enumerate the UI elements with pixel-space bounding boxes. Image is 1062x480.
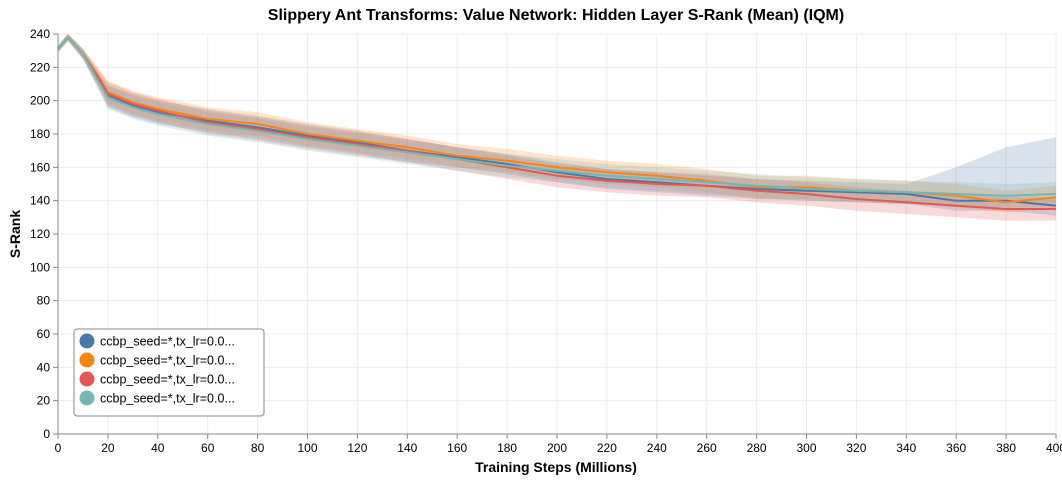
x-tick-label: 280 <box>747 441 767 455</box>
axes: 0 20 40 60 80 100 120 140 160 180 200 220 240 0 20 40 60… <box>30 27 1062 455</box>
y-tick-label: 0 <box>43 427 50 441</box>
legend-label-3: ccbp_seed=*,tx_lr=0.0... <box>100 373 235 387</box>
x-tick-label: 360 <box>946 441 966 455</box>
legend-box <box>73 328 265 417</box>
x-tick-label: 200 <box>547 441 567 455</box>
x-tick-label: 300 <box>796 441 816 455</box>
series-lines <box>57 36 1057 210</box>
x-tick-label: 320 <box>846 441 866 455</box>
y-tick-label: 160 <box>30 160 50 174</box>
y-tick-label: 140 <box>30 194 50 208</box>
y-tick-label: 80 <box>37 294 51 308</box>
x-tick-label: 60 <box>201 441 215 455</box>
chart-title: Slippery Ant Transforms: Value Network: … <box>268 7 844 24</box>
legend-swatch-4 <box>79 390 95 406</box>
x-tick-label: 20 <box>101 441 115 455</box>
y-tick-label: 240 <box>30 27 50 41</box>
x-axis-title: Training Steps (Millions) <box>475 459 637 475</box>
legend-label-2: ccbp_seed=*,tx_lr=0.0... <box>100 354 235 368</box>
x-tick-label: 120 <box>347 441 367 455</box>
y-tick-label: 220 <box>30 60 50 74</box>
y-tick-label: 120 <box>30 227 50 241</box>
x-tick-label: 220 <box>597 441 617 455</box>
x-tick-label: 340 <box>896 441 916 455</box>
x-tick-label: 380 <box>996 441 1016 455</box>
x-tick-label: 40 <box>151 441 165 455</box>
legend-label-4: ccbp_seed=*,tx_lr=0.0... <box>100 392 235 406</box>
y-tick-label: 20 <box>37 394 51 408</box>
x-tick-label: 0 <box>55 441 62 455</box>
y-tick-label: 100 <box>30 260 50 274</box>
y-tick-label: 200 <box>30 94 50 108</box>
legend-swatch-3 <box>79 371 95 387</box>
x-tick-label: 160 <box>447 441 467 455</box>
legend-label-1: ccbp_seed=*,tx_lr=0.0... <box>100 335 235 349</box>
x-tick-label: 100 <box>297 441 317 455</box>
x-tick-label: 140 <box>397 441 417 455</box>
x-tick-label: 240 <box>647 441 667 455</box>
x-tick-label: 400 <box>1046 441 1062 455</box>
y-tick-label: 60 <box>37 327 51 341</box>
y-tick-label: 40 <box>37 360 51 374</box>
y-tick-label: 180 <box>30 127 50 141</box>
x-tick-label: 180 <box>497 441 517 455</box>
x-tick-label: 80 <box>251 441 265 455</box>
legend-swatch-1 <box>79 333 95 349</box>
series-4-line <box>57 36 1057 197</box>
y-axis-title: S-Rank <box>7 210 23 258</box>
legend-swatch-2 <box>79 352 95 368</box>
x-tick-label: 260 <box>697 441 717 455</box>
legend: ccbp_seed=*,tx_lr=0.0... ccbp_seed=*,tx_l… <box>73 328 265 417</box>
